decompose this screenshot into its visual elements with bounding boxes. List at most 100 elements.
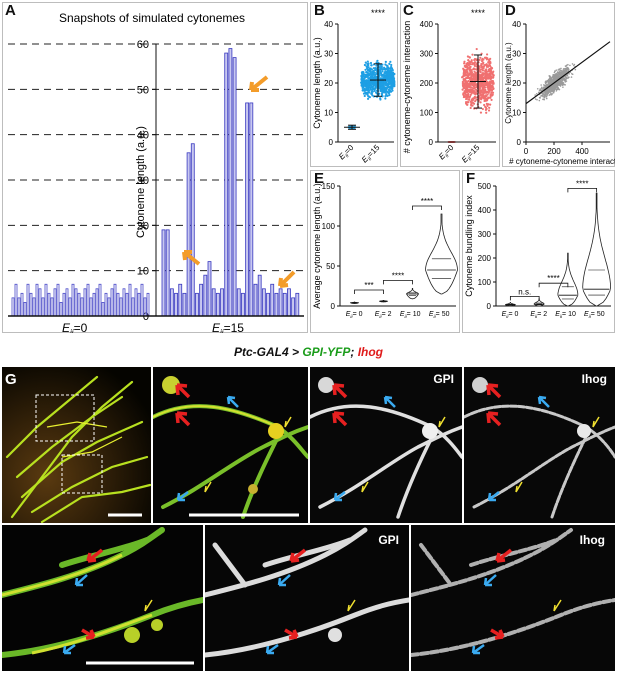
data-point <box>548 75 551 77</box>
data-point <box>536 98 538 101</box>
data-point <box>557 86 559 89</box>
data-point <box>564 81 567 83</box>
data-point <box>474 88 478 91</box>
data-point <box>541 94 544 97</box>
bar <box>203 274 208 317</box>
red-arrow-icon <box>486 411 502 427</box>
data-point <box>470 70 473 73</box>
data-point <box>368 67 371 71</box>
data-point <box>388 62 391 66</box>
bar <box>77 292 81 317</box>
orange-arrow-icon <box>278 270 296 288</box>
ytick-label: 100 <box>478 278 492 287</box>
data-point <box>559 75 561 77</box>
data-point <box>367 84 370 87</box>
data-point <box>371 83 374 86</box>
bar <box>270 283 275 317</box>
data-point <box>387 91 390 94</box>
data-point <box>566 74 569 77</box>
bar <box>295 292 300 317</box>
data-point <box>379 97 382 100</box>
tick-label: Eii=15 <box>460 143 483 166</box>
data-point <box>386 66 390 70</box>
tick-label: Eii= 0 <box>346 311 363 320</box>
data-point <box>467 59 470 62</box>
ytick-label: 20 <box>137 220 149 232</box>
data-point <box>364 68 367 71</box>
panel-d-chart: Cytoneme length (a.u.) # cytoneme-cytonem… <box>504 20 615 166</box>
data-point <box>366 74 369 77</box>
significance-label: **** <box>371 8 386 18</box>
data-point <box>387 88 390 92</box>
data-point <box>384 60 387 63</box>
ytick-label: 30 <box>137 175 149 187</box>
bar <box>228 48 233 317</box>
data-point <box>488 90 491 93</box>
data-point <box>479 64 483 67</box>
data-point <box>553 74 555 77</box>
bar <box>291 297 296 317</box>
yellow-arrow-icon <box>347 599 356 612</box>
bar <box>104 292 108 317</box>
blue-arrow-icon <box>487 491 500 502</box>
data-point <box>471 83 474 86</box>
data-point <box>484 74 487 77</box>
data-point <box>361 74 364 77</box>
chartE-ylabel: Average cytoneme length (a.u.) <box>312 183 322 308</box>
bar <box>195 292 199 317</box>
data-point <box>557 71 560 74</box>
data-point <box>571 63 574 65</box>
data-point <box>471 53 474 56</box>
data-point <box>370 92 374 95</box>
data-point <box>361 83 364 86</box>
data-point <box>363 77 366 80</box>
panel-g-letter: G <box>5 371 17 388</box>
bar <box>224 52 229 317</box>
data-point <box>385 76 388 80</box>
data-point <box>557 82 559 85</box>
data-point <box>376 59 379 62</box>
bar <box>241 292 245 317</box>
data-point <box>390 63 393 67</box>
data-point <box>374 68 377 72</box>
panel-a-letter: A <box>5 2 16 19</box>
data-point <box>479 111 483 114</box>
data-point <box>470 102 473 106</box>
data-point <box>385 72 388 76</box>
data-point <box>363 63 366 67</box>
blue-arrow-icon <box>537 395 550 408</box>
bar <box>53 288 57 317</box>
violin <box>406 288 419 300</box>
data-point <box>374 86 377 89</box>
comparison-bracket <box>509 296 540 301</box>
comparison-label: **** <box>392 271 404 280</box>
data-point <box>485 65 489 68</box>
ytick-label: 10 <box>137 266 149 278</box>
data-point <box>479 97 482 100</box>
data-point <box>372 69 375 73</box>
data-point <box>549 83 551 86</box>
data-point <box>545 97 548 100</box>
blue-arrow-icon <box>62 643 76 655</box>
panel-b-ylabel: Cytoneme length (a.u.) <box>312 37 322 129</box>
bar <box>232 57 237 317</box>
bar <box>261 288 266 317</box>
blue-arrow-icon <box>226 395 239 408</box>
data-point <box>381 68 384 71</box>
yellow-arrow-icon <box>361 481 369 493</box>
bar <box>62 292 66 317</box>
bar <box>17 297 21 317</box>
tick-label: Eii= 2 <box>375 311 392 320</box>
data-point <box>555 69 558 71</box>
bar <box>29 292 33 317</box>
data-point <box>362 71 365 74</box>
data-point <box>368 77 371 80</box>
data-point <box>481 69 485 72</box>
yellow-arrow-icon <box>553 599 562 612</box>
bar <box>107 297 111 317</box>
bar <box>122 288 126 317</box>
data-point <box>464 87 467 91</box>
data-point <box>466 101 470 104</box>
data-point <box>369 88 372 91</box>
data-point <box>470 74 474 77</box>
